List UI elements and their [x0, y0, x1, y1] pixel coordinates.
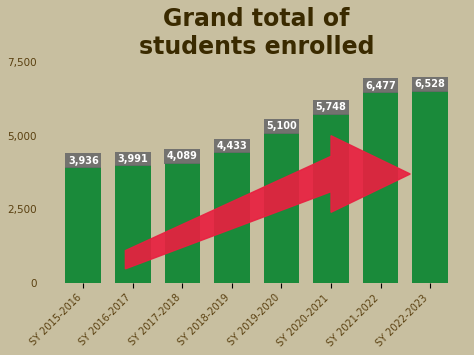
Text: 4,089: 4,089: [167, 151, 198, 161]
Bar: [65, 167, 101, 283]
Bar: [214, 152, 250, 283]
Text: 3,991: 3,991: [118, 154, 148, 164]
Bar: [412, 91, 448, 283]
Text: 5,748: 5,748: [316, 102, 346, 112]
Text: 6,477: 6,477: [365, 81, 396, 91]
Text: 5,100: 5,100: [266, 121, 297, 131]
Bar: [264, 133, 299, 283]
Bar: [164, 163, 200, 283]
Text: 3,936: 3,936: [68, 155, 99, 165]
Text: 4,433: 4,433: [217, 141, 247, 151]
Text: 6,528: 6,528: [415, 79, 446, 89]
Polygon shape: [125, 136, 410, 269]
Bar: [363, 92, 398, 283]
Title: Grand total of
students enrolled: Grand total of students enrolled: [139, 7, 374, 59]
Bar: [313, 114, 349, 283]
Bar: [115, 165, 151, 283]
